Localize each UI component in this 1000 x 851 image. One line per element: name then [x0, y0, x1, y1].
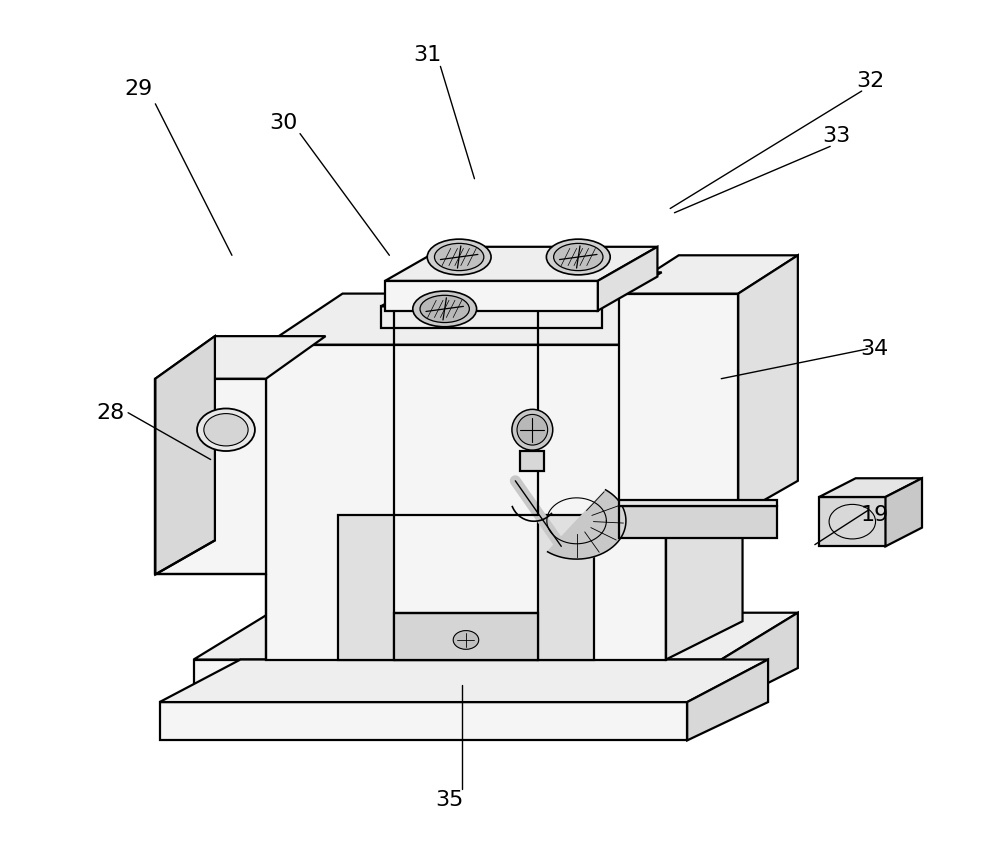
Polygon shape	[598, 247, 657, 311]
Polygon shape	[738, 255, 798, 515]
Ellipse shape	[427, 239, 491, 275]
Polygon shape	[194, 660, 721, 706]
Text: 30: 30	[269, 113, 297, 134]
Ellipse shape	[413, 291, 477, 327]
Polygon shape	[548, 490, 626, 559]
Ellipse shape	[453, 631, 479, 649]
Polygon shape	[687, 660, 768, 740]
Polygon shape	[538, 515, 594, 660]
Text: 31: 31	[414, 45, 442, 66]
Polygon shape	[266, 345, 666, 660]
Polygon shape	[619, 506, 777, 538]
Polygon shape	[160, 660, 768, 702]
Polygon shape	[819, 497, 886, 546]
Text: 32: 32	[856, 71, 884, 91]
Text: 28: 28	[96, 403, 124, 423]
Polygon shape	[819, 478, 922, 497]
Polygon shape	[666, 294, 743, 660]
Polygon shape	[619, 500, 777, 506]
Polygon shape	[381, 306, 602, 328]
Ellipse shape	[434, 243, 484, 271]
Ellipse shape	[204, 414, 248, 446]
Text: 34: 34	[860, 339, 889, 359]
Polygon shape	[381, 272, 662, 306]
Polygon shape	[155, 336, 215, 574]
Polygon shape	[338, 515, 394, 660]
Ellipse shape	[512, 409, 553, 450]
Text: 33: 33	[822, 126, 850, 146]
Polygon shape	[155, 336, 326, 379]
Polygon shape	[619, 255, 798, 294]
Ellipse shape	[517, 414, 548, 445]
Polygon shape	[266, 294, 743, 345]
Polygon shape	[619, 294, 738, 515]
Text: 19: 19	[860, 505, 889, 525]
Polygon shape	[194, 613, 798, 660]
Ellipse shape	[554, 243, 603, 271]
Polygon shape	[886, 478, 922, 546]
Text: 29: 29	[124, 79, 152, 100]
Polygon shape	[721, 613, 798, 706]
Ellipse shape	[197, 408, 255, 451]
Text: 35: 35	[435, 790, 463, 810]
Polygon shape	[155, 379, 266, 574]
Polygon shape	[520, 451, 544, 471]
Polygon shape	[385, 281, 598, 311]
Polygon shape	[385, 247, 657, 281]
Ellipse shape	[546, 239, 610, 275]
Ellipse shape	[420, 295, 469, 323]
Polygon shape	[394, 613, 538, 660]
Polygon shape	[160, 702, 687, 740]
